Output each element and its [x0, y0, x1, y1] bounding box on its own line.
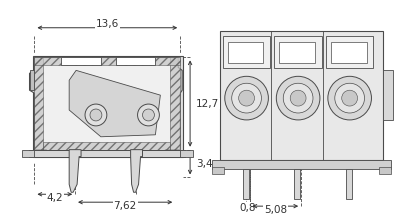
Bar: [212, 167, 224, 175]
Bar: [383, 70, 393, 120]
Polygon shape: [61, 57, 101, 65]
Text: 5,08: 5,08: [264, 205, 287, 215]
Polygon shape: [34, 57, 180, 65]
Bar: [346, 170, 352, 199]
Bar: [326, 36, 374, 68]
Polygon shape: [30, 70, 34, 90]
Circle shape: [283, 83, 313, 113]
Polygon shape: [69, 150, 81, 192]
Circle shape: [85, 104, 107, 126]
Polygon shape: [170, 57, 180, 150]
Text: 3,4: 3,4: [197, 159, 213, 168]
Polygon shape: [44, 142, 170, 150]
Circle shape: [239, 90, 254, 106]
Circle shape: [276, 76, 320, 120]
Text: 4,2: 4,2: [46, 193, 63, 203]
Circle shape: [335, 83, 364, 113]
Text: 0,8: 0,8: [239, 203, 256, 213]
Bar: [228, 42, 264, 64]
Circle shape: [138, 104, 159, 126]
Circle shape: [225, 76, 268, 120]
Bar: [294, 170, 300, 199]
Polygon shape: [34, 57, 44, 150]
Bar: [243, 170, 248, 199]
Bar: [220, 31, 383, 160]
Polygon shape: [28, 150, 185, 157]
Circle shape: [328, 76, 372, 120]
Circle shape: [90, 109, 102, 121]
Polygon shape: [69, 70, 160, 137]
Circle shape: [232, 83, 262, 113]
Polygon shape: [131, 150, 142, 192]
Polygon shape: [34, 56, 183, 157]
Text: 13,6: 13,6: [96, 19, 119, 29]
Bar: [379, 167, 391, 175]
Circle shape: [142, 109, 154, 121]
Text: 7,62: 7,62: [114, 201, 137, 211]
Circle shape: [342, 90, 358, 106]
Text: 12,7: 12,7: [196, 98, 220, 109]
Bar: [331, 42, 366, 64]
Polygon shape: [116, 57, 156, 65]
Bar: [223, 36, 270, 68]
Bar: [274, 36, 322, 68]
Bar: [212, 160, 391, 170]
Polygon shape: [22, 150, 34, 157]
Bar: [279, 42, 315, 64]
Polygon shape: [180, 150, 193, 157]
Polygon shape: [44, 65, 170, 142]
Circle shape: [290, 90, 306, 106]
Polygon shape: [30, 57, 182, 157]
